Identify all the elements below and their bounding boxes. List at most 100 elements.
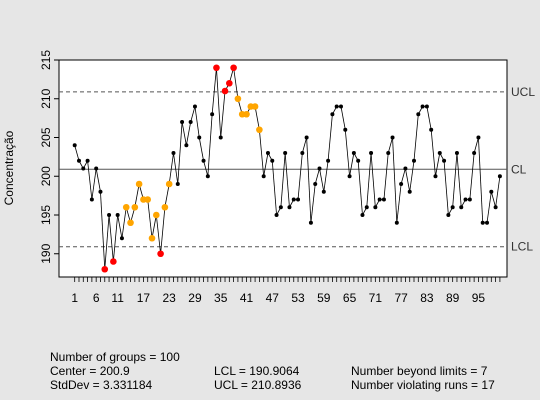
plot-panel xyxy=(58,59,508,278)
data-point xyxy=(394,220,399,225)
data-point xyxy=(364,205,369,210)
data-point xyxy=(197,135,202,140)
series-segment xyxy=(426,106,432,130)
stat-stddev: StdDev = 3.331184 xyxy=(50,378,153,392)
data-point xyxy=(347,174,352,179)
data-point xyxy=(107,213,112,217)
stat-center: Center = 200.9 xyxy=(50,364,130,378)
data-point xyxy=(437,151,442,155)
data-point xyxy=(463,197,468,202)
series-segment xyxy=(478,137,484,223)
ucl-label: UCL xyxy=(511,85,535,99)
x-tick-label: 77 xyxy=(394,291,408,305)
series-segment xyxy=(409,160,415,192)
data-point xyxy=(390,135,395,140)
data-point xyxy=(308,220,313,225)
lcl-label: LCL xyxy=(511,240,533,254)
point-beyond-limits xyxy=(226,79,233,87)
data-point xyxy=(304,135,309,140)
series-segment xyxy=(456,152,462,208)
series-segment xyxy=(211,67,217,115)
x-tick-label: 65 xyxy=(343,291,357,305)
stat-groups: Number of groups = 100 xyxy=(50,350,180,364)
point-run-violation xyxy=(153,211,160,219)
data-point xyxy=(493,205,498,210)
series-segment xyxy=(177,121,183,185)
point-run-violation xyxy=(131,203,139,211)
data-point xyxy=(300,151,305,155)
data-point xyxy=(184,143,189,148)
series-segment xyxy=(95,168,101,192)
data-point xyxy=(334,104,339,109)
data-point xyxy=(485,220,490,225)
series-segment xyxy=(344,129,350,177)
series-segment xyxy=(216,67,222,138)
series-segment xyxy=(349,152,355,177)
point-beyond-limits xyxy=(221,87,229,95)
data-point xyxy=(433,174,438,179)
series-segment xyxy=(323,160,329,192)
series-segment xyxy=(306,137,312,223)
data-point xyxy=(317,166,322,171)
data-point xyxy=(480,220,485,225)
data-point xyxy=(429,127,434,132)
data-point xyxy=(450,205,455,210)
series-segment xyxy=(340,106,346,130)
data-point xyxy=(175,182,180,186)
data-point xyxy=(72,143,77,148)
point-run-violation xyxy=(165,180,173,188)
data-point xyxy=(330,112,335,117)
series-segment xyxy=(112,214,119,262)
x-tick-label: 71 xyxy=(369,291,383,305)
data-point xyxy=(459,205,464,210)
y-axis-label: Concentração xyxy=(2,130,16,205)
data-point xyxy=(321,189,326,194)
data-point xyxy=(313,182,318,186)
series-segment xyxy=(387,137,393,154)
point-beyond-limits xyxy=(157,250,164,258)
series-segment xyxy=(284,152,290,208)
point-beyond-limits xyxy=(213,64,220,72)
series-segment xyxy=(319,168,325,192)
data-point xyxy=(407,189,412,194)
data-point xyxy=(287,205,292,210)
point-run-violation xyxy=(256,126,263,134)
series-segment xyxy=(310,183,316,223)
point-run-violation xyxy=(234,95,242,103)
data-point xyxy=(360,213,365,217)
data-point xyxy=(89,197,94,202)
series-segment xyxy=(155,214,161,254)
series-segment xyxy=(198,137,204,161)
data-point xyxy=(403,166,408,171)
data-point xyxy=(373,205,378,210)
y-tick-label: 205 xyxy=(39,127,53,147)
point-beyond-limits xyxy=(110,258,117,265)
series-segment xyxy=(366,152,372,208)
series-segment xyxy=(430,129,436,177)
x-tick-label: 47 xyxy=(266,291,280,305)
data-point xyxy=(399,182,404,186)
data-point xyxy=(338,104,343,109)
stat-beyond-limits: Number beyond limits = 7 xyxy=(351,364,488,378)
data-point xyxy=(274,213,279,217)
data-point xyxy=(218,135,223,140)
data-point xyxy=(412,158,417,163)
point-beyond-limits xyxy=(101,265,109,273)
series-segment xyxy=(271,160,277,216)
y-tick-label: 195 xyxy=(39,205,53,225)
data-point xyxy=(489,189,494,194)
series-segment xyxy=(160,207,166,254)
series-segment xyxy=(370,152,376,208)
point-run-violation xyxy=(122,203,130,211)
stat-lcl: LCL = 190.9064 xyxy=(214,364,300,378)
data-point xyxy=(81,166,86,171)
data-point xyxy=(291,197,296,202)
point-run-violation xyxy=(243,110,250,118)
series-segment xyxy=(452,152,458,208)
series-segment xyxy=(87,160,93,200)
data-point xyxy=(356,158,361,163)
series-segment xyxy=(435,152,441,177)
series-segment xyxy=(181,121,187,146)
x-tick-label: 6 xyxy=(93,291,100,305)
